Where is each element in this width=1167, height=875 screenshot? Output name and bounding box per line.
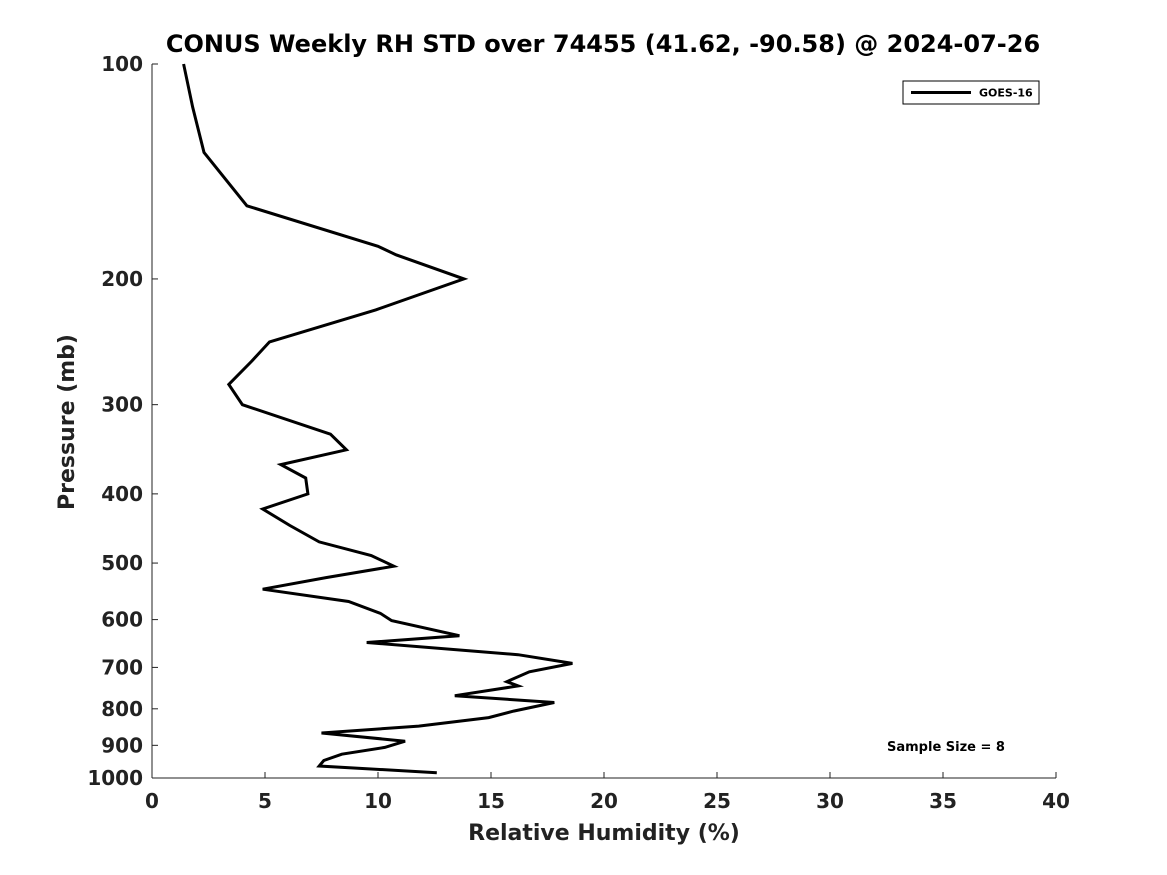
y-tick-label: 400 [101, 482, 143, 506]
y-tick-label: 1000 [87, 766, 143, 790]
y-tick-label: 800 [101, 697, 143, 721]
x-tick-label: 5 [258, 789, 272, 813]
y-tick-label: 500 [101, 551, 143, 575]
x-tick-label: 15 [477, 789, 505, 813]
y-tick-label: 200 [101, 267, 143, 291]
chart-title: CONUS Weekly RH STD over 74455 (41.62, -… [166, 30, 1040, 58]
x-tick-label: 20 [590, 789, 618, 813]
x-tick-label: 10 [364, 789, 392, 813]
x-tick-label: 30 [816, 789, 844, 813]
y-tick-label: 100 [101, 52, 143, 76]
sample-size-annotation: Sample Size = 8 [887, 740, 1005, 755]
y-axis-label: Pressure (mb) [55, 334, 80, 510]
y-tick-label: 300 [101, 393, 143, 417]
legend-label-goes-16: GOES-16 [979, 87, 1033, 100]
series-layer [182, 63, 573, 775]
y-tick-label: 700 [101, 655, 143, 679]
y-tick-label: 900 [101, 733, 143, 757]
series-line-goes-16 [182, 63, 573, 775]
x-tick-label: 0 [145, 789, 159, 813]
x-tick-label: 35 [929, 789, 957, 813]
x-axis-label: Relative Humidity (%) [468, 821, 740, 846]
x-axis-ticks: 0 5 10 15 20 25 30 35 40 [145, 772, 1070, 813]
y-tick-label: 600 [101, 608, 143, 632]
legend: GOES-16 [902, 80, 1040, 105]
y-axis-ticks: 100 200 300 400 500 600 700 800 900 1000 [87, 52, 158, 790]
x-tick-label: 25 [703, 789, 731, 813]
x-tick-label: 40 [1042, 789, 1070, 813]
